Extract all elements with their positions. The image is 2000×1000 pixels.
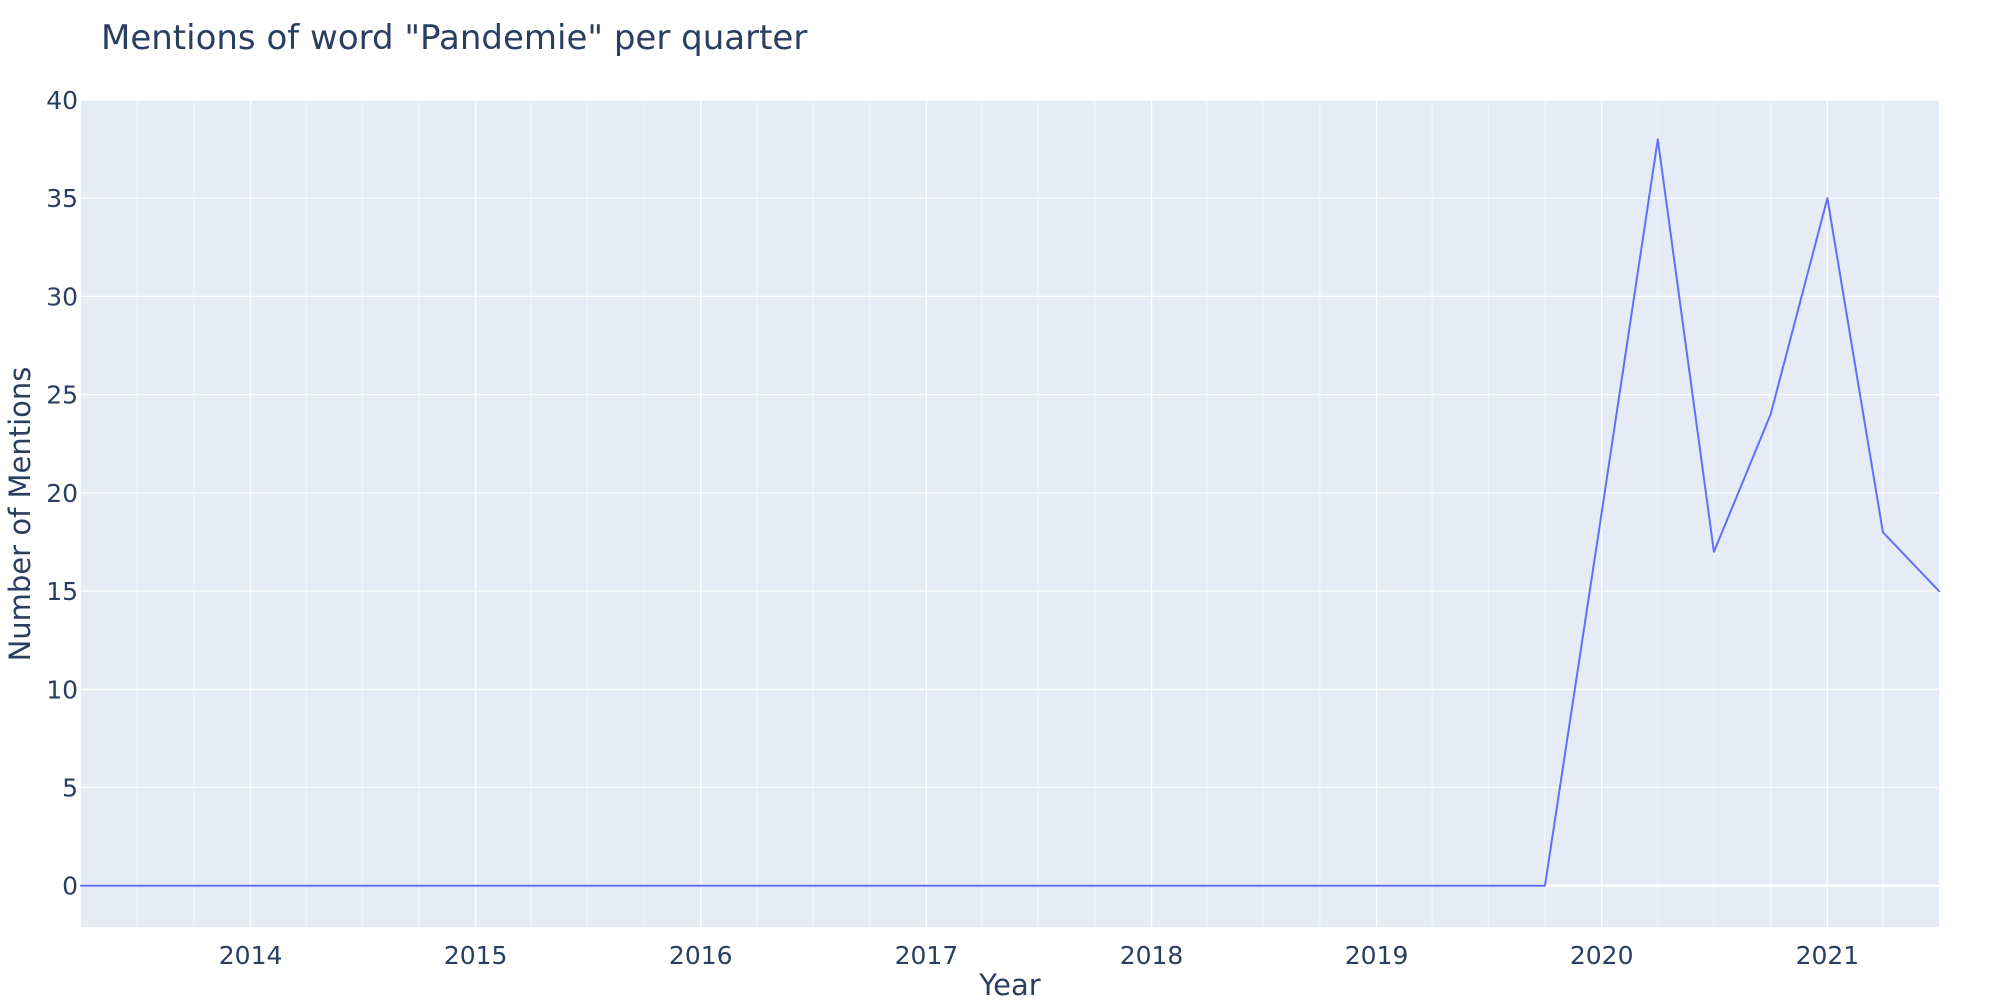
data-point [1094, 885, 1096, 887]
x-tick-label: 2017 [895, 941, 959, 970]
y-axis-ticks: 0 5 10 15 20 25 30 35 40 [46, 86, 78, 901]
data-point [925, 885, 927, 887]
data-point [1713, 551, 1715, 553]
data-point [250, 885, 252, 887]
x-tick-label: 2020 [1570, 941, 1634, 970]
data-point [361, 885, 363, 887]
y-tick-label: 10 [46, 675, 78, 704]
data-point [586, 885, 588, 887]
data-point [981, 885, 983, 887]
y-tick-label: 25 [46, 381, 78, 410]
data-point [1151, 885, 1153, 887]
data-point [80, 885, 82, 887]
data-point [1826, 197, 1828, 199]
data-point [1487, 885, 1489, 887]
data-point [418, 885, 420, 887]
x-tick-label: 2018 [1120, 941, 1184, 970]
data-point [1770, 413, 1772, 415]
x-tick-label: 2021 [1796, 941, 1860, 970]
data-point [1206, 885, 1208, 887]
y-tick-label: 0 [62, 872, 78, 901]
data-point [756, 885, 758, 887]
data-point [869, 885, 871, 887]
data-point [643, 885, 645, 887]
data-point [1037, 885, 1039, 887]
x-tick-label: 2015 [444, 941, 508, 970]
data-point [812, 885, 814, 887]
x-tick-label: 2016 [669, 941, 733, 970]
data-point [530, 885, 532, 887]
chart-title: Mentions of word "Pandemie" per quarter [101, 18, 807, 58]
plot-area [81, 100, 1939, 927]
y-tick-label: 15 [46, 577, 78, 606]
data-point [475, 885, 477, 887]
y-tick-label: 40 [46, 86, 78, 115]
x-axis-ticks: 2014 2015 2016 2017 2018 2019 2020 2021 [219, 941, 1859, 970]
y-tick-label: 30 [46, 282, 78, 311]
data-point [1657, 138, 1659, 140]
x-axis-title: Year [978, 968, 1040, 1000]
y-tick-label: 20 [46, 479, 78, 508]
data-point [305, 885, 307, 887]
data-point [1319, 885, 1321, 887]
y-tick-label: 5 [62, 774, 78, 803]
data-point [1376, 885, 1378, 887]
data-point [1601, 512, 1603, 514]
data-point [1938, 590, 1940, 592]
data-point [700, 885, 702, 887]
y-tick-label: 35 [46, 184, 78, 213]
x-tick-label: 2014 [219, 941, 283, 970]
data-point [1882, 531, 1884, 533]
y-axis-title: Number of Mentions [3, 367, 37, 662]
data-point [1431, 885, 1433, 887]
data-point [136, 885, 138, 887]
data-point [193, 885, 195, 887]
data-point [1262, 885, 1264, 887]
data-point [1544, 885, 1546, 887]
x-tick-label: 2019 [1345, 941, 1409, 970]
